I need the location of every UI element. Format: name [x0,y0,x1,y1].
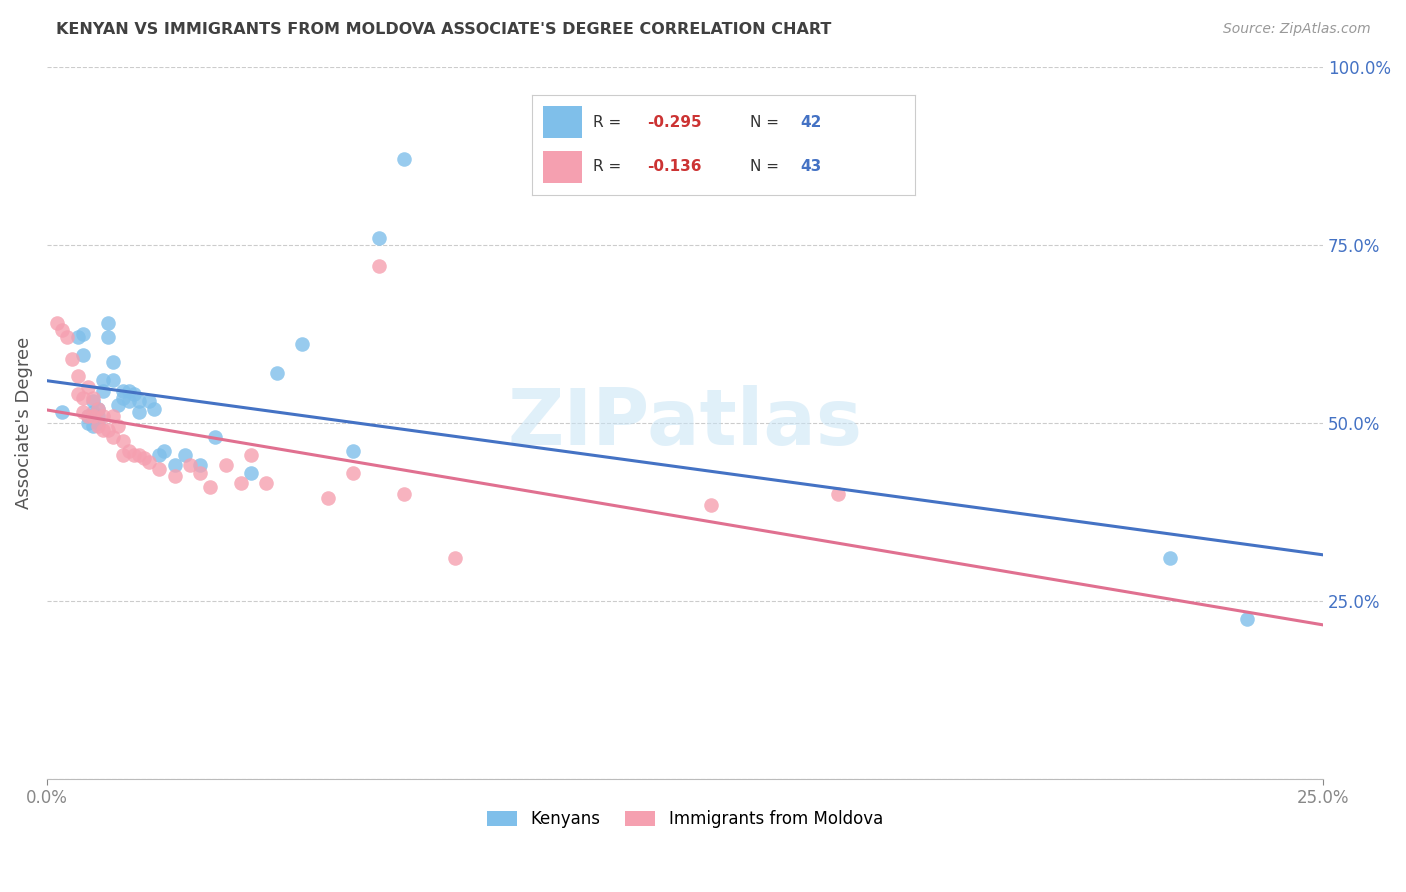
Point [128,405,150,419]
Point [103,355,125,369]
Point [87,401,110,416]
Point [46,316,69,330]
Text: Source: ZipAtlas.com: Source: ZipAtlas.com [1223,22,1371,37]
Point [1159,551,1181,566]
Point [103,430,125,444]
Point [97,316,120,330]
Point [82,391,104,405]
Point [112,384,135,398]
Point [394,152,416,166]
Point [699,498,721,512]
Point [87,409,110,423]
Point [138,455,160,469]
Point [254,476,277,491]
Point [128,448,150,462]
Point [107,398,129,412]
Point [138,394,160,409]
Point [76,380,98,394]
Point [76,409,98,423]
Point [76,409,98,423]
Point [51,323,73,337]
Point [72,326,94,341]
Point [82,419,104,434]
Point [117,444,139,458]
Point [72,405,94,419]
Point [291,337,314,351]
Point [66,369,89,384]
Point [132,451,155,466]
Point [103,373,125,387]
Point [87,416,110,430]
Point [72,391,94,405]
Point [827,487,849,501]
Point [342,444,364,458]
Point [163,458,186,473]
Point [117,394,139,409]
Point [200,480,222,494]
Point [342,466,364,480]
Point [112,434,135,448]
Point [117,384,139,398]
Point [143,401,166,416]
Point [173,448,195,462]
Point [97,330,120,344]
Point [122,448,145,462]
Point [62,351,84,366]
Point [91,423,114,437]
Point [87,401,110,416]
Point [163,469,186,483]
Point [316,491,339,505]
Legend: Kenyans, Immigrants from Moldova: Kenyans, Immigrants from Moldova [481,804,890,835]
Point [91,409,114,423]
Point [367,259,389,273]
Text: ZIPatlas: ZIPatlas [508,384,862,461]
Point [112,448,135,462]
Point [107,419,129,434]
Point [229,476,252,491]
Point [51,405,73,419]
Point [112,391,135,405]
Point [240,448,263,462]
Point [91,384,114,398]
Y-axis label: Associate's Degree: Associate's Degree [15,336,32,508]
Point [153,444,176,458]
Point [128,394,150,409]
Point [76,416,98,430]
Point [367,230,389,244]
Point [66,330,89,344]
Point [394,487,416,501]
Point [214,458,236,473]
Point [266,366,288,380]
Point [103,409,125,423]
Point [240,466,263,480]
Point [91,373,114,387]
Point [204,430,226,444]
Text: KENYAN VS IMMIGRANTS FROM MOLDOVA ASSOCIATE'S DEGREE CORRELATION CHART: KENYAN VS IMMIGRANTS FROM MOLDOVA ASSOCI… [56,22,831,37]
Point [82,405,104,419]
Point [97,423,120,437]
Point [444,551,467,566]
Point [82,394,104,409]
Point [179,458,201,473]
Point [188,458,211,473]
Point [122,387,145,401]
Point [56,330,79,344]
Point [1236,612,1258,626]
Point [148,448,170,462]
Point [72,348,94,362]
Point [66,387,89,401]
Point [82,409,104,423]
Point [188,466,211,480]
Point [148,462,170,476]
Point [87,419,110,434]
